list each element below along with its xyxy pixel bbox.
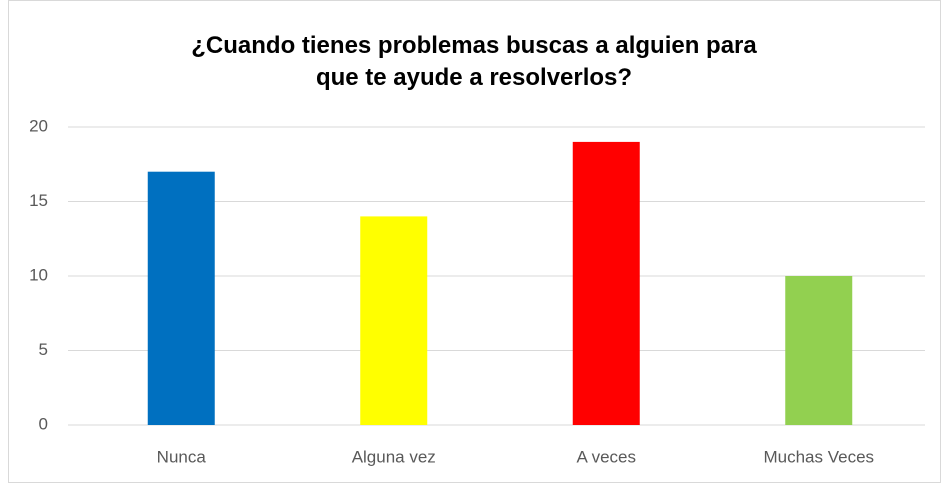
y-tick-label: 5 [39,340,48,359]
y-tick-label: 20 [29,116,48,135]
y-tick-label: 10 [29,265,48,284]
bar [360,216,428,425]
y-tick-label: 15 [29,191,48,210]
bar [785,276,853,425]
x-tick-label: Alguna vez [352,447,436,466]
x-tick-label: A veces [576,447,636,466]
chart-border [8,0,941,483]
y-tick-label: 0 [39,414,48,433]
chart-title: ¿Cuando tienes problemas buscas a alguie… [191,32,757,91]
bar [147,171,215,425]
x-tick-label: Muchas Veces [763,447,874,466]
x-tick-label: Nunca [157,447,207,466]
bar [572,141,640,425]
